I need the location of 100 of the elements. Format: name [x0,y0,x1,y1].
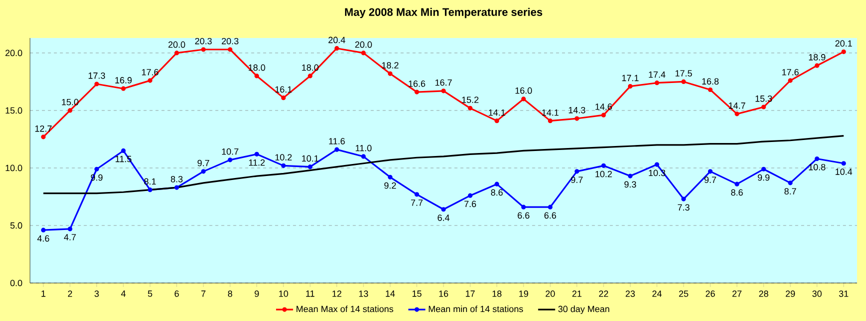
data-label: 8.3 [170,176,183,182]
data-label: 7.3 [678,204,690,211]
point [814,156,820,162]
point [228,47,232,52]
x-tick-label: 1 [42,290,46,297]
point [574,169,580,174]
data-label: 17.6 [142,69,158,76]
point [681,196,686,202]
data-label: 11.2 [249,159,265,166]
x-tick-label: 23 [626,290,635,297]
point [148,78,152,83]
data-label: 10.7 [222,148,238,155]
point [41,228,46,232]
data-label: 9.7 [571,176,583,183]
point [574,116,580,121]
x-tick-label: 29 [786,290,795,297]
data-label: 16.7 [435,79,452,86]
x-tick-label: 17 [466,290,475,297]
point [68,108,72,113]
point [441,88,446,94]
data-label: 8.6 [491,189,503,196]
x-tick-label: 22 [599,290,608,297]
data-label: 7.6 [464,200,476,208]
data-label: 16.0 [516,87,532,94]
data-label: 17.5 [676,70,692,77]
data-label: 10.8 [808,164,826,170]
y-tick-label: 0.0 [10,280,22,286]
point [121,148,126,154]
x-tick-label: 9 [254,290,259,297]
data-label: 12.7 [35,125,52,132]
legend-label: Mean min of 14 stations [428,306,523,312]
data-label: 9.3 [624,181,636,188]
point [68,226,72,232]
data-label: 20.3 [195,38,212,44]
x-tick-label: 8 [228,290,232,297]
data-label: 6.6 [544,212,556,219]
point [121,86,126,91]
point [761,104,766,110]
data-label: 9.7 [704,176,716,183]
chart-title: May 2008 Max Min Temperature series [345,8,542,18]
point [548,204,553,210]
x-tick-label: 19 [519,290,528,297]
data-label: 20.1 [835,40,852,47]
x-tick-label: 13 [359,290,368,297]
point [41,134,46,140]
data-label: 11.6 [329,138,345,144]
point [414,90,420,94]
point [788,78,793,83]
data-label: 10.1 [302,155,318,162]
point [281,96,286,100]
point [788,180,793,186]
point [388,71,392,76]
point [361,50,366,56]
data-label: 9.2 [384,182,396,189]
legend-label: Mean Max of 14 stations [296,306,394,312]
data-label: 8.6 [731,189,743,196]
point [654,162,660,167]
point [441,207,446,212]
point [308,74,312,78]
data-label: 16.9 [115,77,132,84]
x-tick-label: 7 [201,290,206,297]
data-label: 9.9 [758,174,770,181]
y-tick-label: 15.0 [6,107,22,114]
point [361,154,366,159]
data-label: 16.6 [408,80,426,87]
data-label: 14.1 [542,109,559,116]
point [94,166,99,172]
x-tick-label: 14 [386,290,395,297]
data-label: 15.3 [756,95,772,102]
x-tick-label: 5 [148,290,152,297]
data-label: 15.0 [62,98,78,106]
x-tick-label: 25 [679,290,688,297]
data-label: 16.1 [275,86,292,93]
point [761,166,766,172]
y-tick-label: 20.0 [5,50,22,56]
data-label: 6.6 [518,212,530,219]
data-label: 20.0 [168,41,186,48]
x-tick-label: 6 [174,290,179,297]
x-tick-label: 20 [546,290,555,297]
point [521,96,526,102]
point [841,50,846,54]
x-tick-label: 4 [121,290,126,297]
data-label: 14.1 [488,109,506,116]
x-tick-label: 15 [412,290,422,297]
x-tick-label: 31 [839,290,848,297]
point [601,112,606,118]
point [814,63,820,68]
x-tick-label: 27 [732,290,742,297]
point [841,161,846,166]
data-label: 18.0 [302,64,318,71]
point [334,147,340,152]
data-label: 20.3 [222,38,238,44]
x-tick-label: 10 [279,290,288,297]
point [468,106,472,110]
x-tick-label: 26 [706,290,715,297]
data-label: 10.2 [275,154,292,160]
data-label: 17.1 [622,74,639,82]
point [388,174,392,180]
point [254,74,260,78]
data-label: 6.4 [438,214,450,221]
